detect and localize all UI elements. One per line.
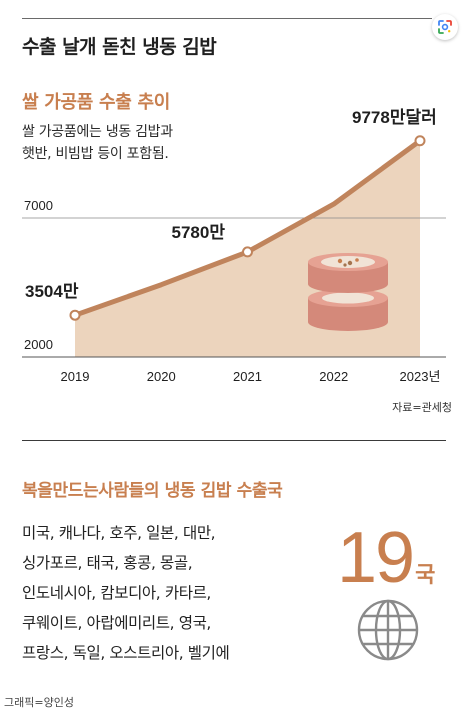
country-list-line: 쿠웨이트, 아랍에미리트, 영국,: [22, 614, 211, 632]
google-lens-button[interactable]: [432, 14, 458, 40]
country-count-number: 19: [337, 518, 415, 598]
top-divider: [22, 18, 432, 19]
data-label: 9778만달러: [352, 107, 437, 127]
data-point-marker: [242, 246, 253, 258]
graphic-credit: 그래픽=양인성: [4, 696, 74, 709]
data-label: 5780만: [172, 223, 226, 242]
google-lens-icon: [438, 20, 452, 34]
data-point-marker: [69, 309, 81, 321]
gimbap-illustration: [308, 253, 388, 331]
x-tick-label: 2023년: [400, 369, 441, 384]
data-label: 3504만: [25, 282, 79, 301]
chart-note-line: 햇반, 비빔밥 등이 포함됨.: [22, 146, 169, 162]
y-tick-label: 2000: [24, 337, 53, 352]
data-point-marker: [414, 135, 426, 147]
country-list: 미국, 캐나다, 호주, 일본, 대만, 싱가포르, 태국, 홍콩, 몽골, 인…: [22, 518, 322, 668]
x-tick-label: 2021: [233, 369, 262, 384]
country-list-line: 싱가포르, 태국, 홍콩, 몽골,: [22, 554, 193, 572]
export-countries-title: 복을만드는사람들의 냉동 김밥 수출국: [22, 481, 283, 501]
chart-title: 쌀 가공품 수출 추이: [22, 92, 170, 113]
chart-note-line: 쌀 가공품에는 냉동 김밥과: [22, 124, 173, 140]
y-tick-label: 7000: [24, 198, 53, 213]
globe-icon: [357, 599, 419, 661]
x-tick-label: 2022: [319, 369, 348, 384]
x-tick-label: 2020: [147, 369, 176, 384]
x-tick-label: 2019: [61, 369, 90, 384]
data-source: 자료=관세청: [392, 401, 452, 414]
country-count-unit: 국: [415, 563, 436, 588]
country-list-line: 인도네시아, 캄보디아, 카타르,: [22, 584, 211, 602]
country-list-line: 프랑스, 독일, 오스트리아, 벨기에: [22, 644, 230, 662]
country-list-line: 미국, 캐나다, 호주, 일본, 대만,: [22, 524, 216, 542]
section-divider: [22, 440, 446, 441]
chart-note: 쌀 가공품에는 냉동 김밥과 햇반, 비빔밥 등이 포함됨.: [22, 121, 173, 165]
rice-export-chart: 2000 7000 2019 2020 2021 2022 2023년 3504만 578…: [22, 107, 446, 384]
country-count: 19 국: [337, 518, 435, 598]
page-title: 수출 날개 돋친 냉동 김밥: [22, 36, 217, 58]
